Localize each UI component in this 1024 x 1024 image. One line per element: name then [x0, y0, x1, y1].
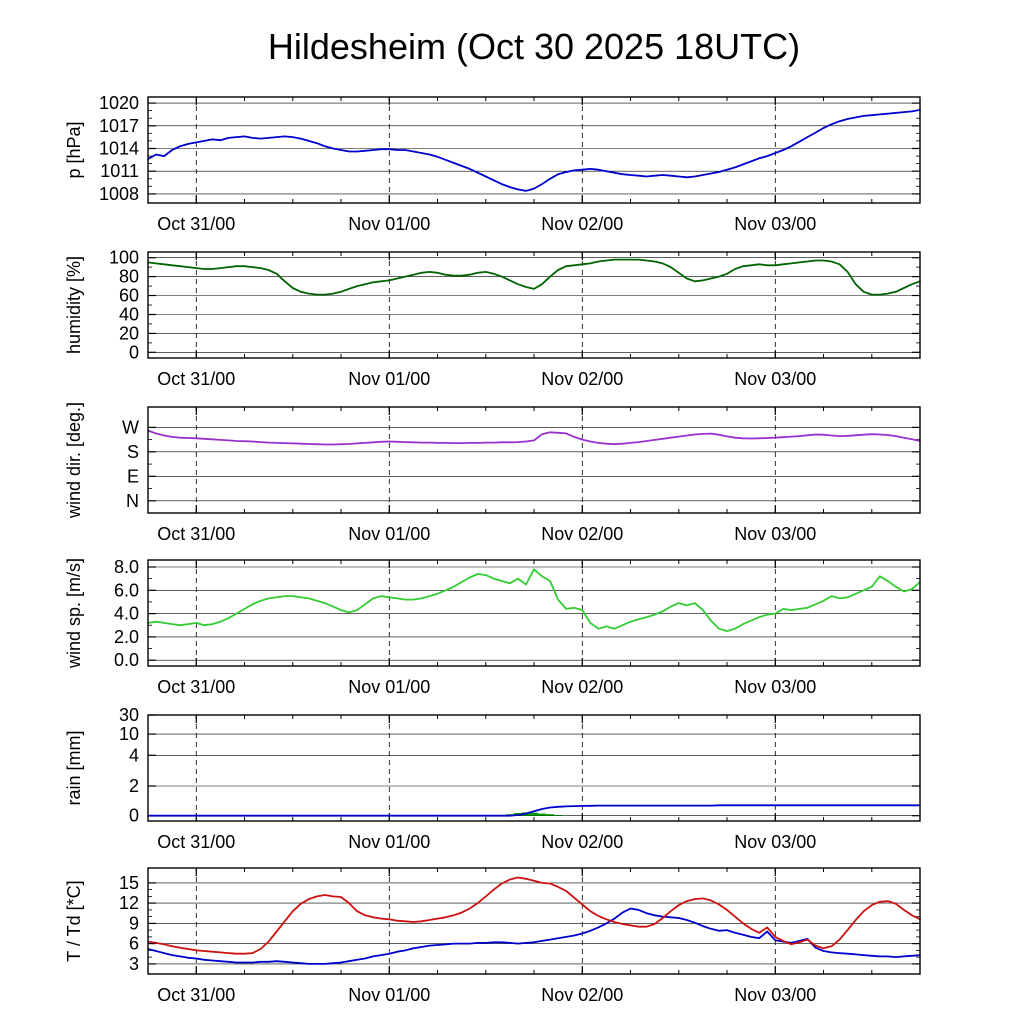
svg-text:10: 10 — [119, 724, 139, 744]
svg-text:0.0: 0.0 — [114, 650, 139, 670]
panel-rain: Oct 31/00 Nov 01/00 Nov 02/00 Nov 03/00 0 2 4 1… — [0, 708, 1024, 860]
svg-text:6.0: 6.0 — [114, 580, 139, 600]
svg-text:1020: 1020 — [99, 93, 139, 113]
svg-text:15: 15 — [119, 873, 139, 893]
svg-text:3: 3 — [129, 954, 139, 974]
svg-text:Oct 31/00: Oct 31/00 — [157, 985, 235, 1005]
svg-text:p [hPa]: p [hPa] — [64, 121, 84, 178]
svg-text:Oct 31/00: Oct 31/00 — [157, 369, 235, 389]
svg-text:20: 20 — [119, 323, 139, 343]
panel-wind-direction: Oct 31/00 Nov 01/00 Nov 02/00 Nov 03/00 N E S W… — [0, 400, 1024, 552]
svg-text:8.0: 8.0 — [114, 557, 139, 577]
svg-text:2.0: 2.0 — [114, 627, 139, 647]
svg-text:1008: 1008 — [99, 184, 139, 204]
svg-text:80: 80 — [119, 267, 139, 287]
svg-text:Nov 01/00: Nov 01/00 — [348, 214, 430, 234]
svg-text:1014: 1014 — [99, 139, 139, 159]
svg-text:1011: 1011 — [100, 161, 139, 181]
svg-text:60: 60 — [119, 286, 139, 306]
svg-text:Oct 31/00: Oct 31/00 — [157, 677, 235, 697]
svg-text:S: S — [127, 442, 139, 462]
panel-temperature: Oct 31/00 Nov 01/00 Nov 02/00 Nov 03/00 3 6 9 1… — [0, 861, 1024, 1013]
svg-text:E: E — [127, 466, 139, 486]
svg-text:Oct 31/00: Oct 31/00 — [157, 832, 235, 852]
panel-wind-speed: Oct 31/00 Nov 01/00 Nov 02/00 Nov 03/00 0.0 2… — [0, 553, 1024, 705]
chart-title: Hildesheim (Oct 30 2025 18UTC) — [267, 26, 801, 67]
svg-text:2: 2 — [129, 776, 139, 796]
svg-text:Nov 01/00: Nov 01/00 — [348, 677, 430, 697]
svg-text:Nov 03/00: Nov 03/00 — [734, 524, 816, 544]
svg-text:6: 6 — [129, 934, 139, 954]
svg-text:Nov 03/00: Nov 03/00 — [734, 985, 816, 1005]
svg-text:rain [mm]: rain [mm] — [64, 730, 84, 805]
svg-text:Oct 31/00: Oct 31/00 — [157, 524, 235, 544]
svg-text:Nov 03/00: Nov 03/00 — [734, 214, 816, 234]
svg-text:Nov 02/00: Nov 02/00 — [541, 832, 623, 852]
svg-text:T / Td [*C]: T / Td [*C] — [64, 880, 84, 961]
svg-text:Nov 01/00: Nov 01/00 — [348, 832, 430, 852]
svg-text:Nov 01/00: Nov 01/00 — [348, 524, 430, 544]
svg-text:Nov 02/00: Nov 02/00 — [541, 985, 623, 1005]
svg-text:Nov 02/00: Nov 02/00 — [541, 369, 623, 389]
svg-text:40: 40 — [119, 305, 139, 325]
svg-text:Nov 01/00: Nov 01/00 — [348, 369, 430, 389]
svg-text:0: 0 — [129, 806, 139, 826]
svg-text:Nov 02/00: Nov 02/00 — [541, 214, 623, 234]
panel-pressure: Oct 31/00 Nov 01/00 Nov 02/00 Nov 03/00 1008… — [0, 90, 1024, 242]
svg-text:Nov 03/00: Nov 03/00 — [734, 369, 816, 389]
svg-text:4.0: 4.0 — [114, 604, 139, 624]
svg-text:Nov 03/00: Nov 03/00 — [734, 677, 816, 697]
svg-text:9: 9 — [129, 913, 139, 933]
svg-text:0: 0 — [129, 342, 139, 362]
svg-text:100: 100 — [109, 248, 139, 268]
svg-text:Nov 02/00: Nov 02/00 — [541, 524, 623, 544]
svg-text:30: 30 — [119, 708, 139, 725]
svg-text:Nov 02/00: Nov 02/00 — [541, 677, 623, 697]
svg-text:wind sp. [m/s]: wind sp. [m/s] — [64, 558, 84, 669]
svg-text:12: 12 — [119, 893, 139, 913]
svg-text:N: N — [126, 491, 139, 511]
svg-text:Nov 03/00: Nov 03/00 — [734, 832, 816, 852]
panel-humidity: Oct 31/00 Nov 01/00 Nov 02/00 Nov 03/00 0 20 4… — [0, 245, 1024, 397]
svg-text:W: W — [122, 417, 139, 437]
svg-text:1017: 1017 — [99, 116, 139, 136]
svg-text:wind dir. [deg.]: wind dir. [deg.] — [64, 402, 84, 519]
svg-text:4: 4 — [129, 745, 139, 765]
svg-text:humidity [%]: humidity [%] — [64, 256, 84, 354]
svg-text:Oct 31/00: Oct 31/00 — [157, 214, 235, 234]
svg-text:Nov 01/00: Nov 01/00 — [348, 985, 430, 1005]
